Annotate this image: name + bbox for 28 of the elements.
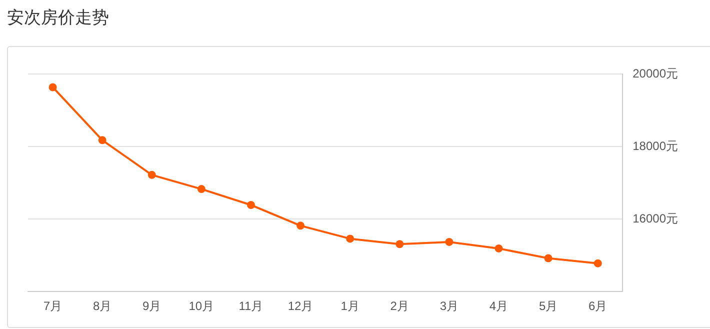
- x-tick-label: 6月: [588, 299, 608, 314]
- chart-title: 安次房价走势: [7, 7, 109, 29]
- x-tick-label: 8月: [92, 299, 112, 314]
- x-tick-label: 4月: [489, 299, 508, 314]
- point: [296, 222, 305, 230]
- point: [445, 238, 454, 246]
- y-tick-label: 20000元: [632, 66, 678, 81]
- x-tick-label: 12月: [288, 299, 314, 314]
- point: [346, 234, 354, 243]
- y-tick-label: 18000元: [632, 138, 678, 153]
- x-tick-label: 9月: [142, 299, 162, 314]
- x-tick-label: 2月: [390, 299, 409, 314]
- point: [494, 244, 503, 252]
- point: [396, 240, 404, 248]
- point: [48, 83, 57, 92]
- x-tick-label: 11月: [238, 299, 264, 314]
- point: [544, 254, 552, 262]
- point: [98, 136, 106, 144]
- x-tick-label: 1月: [340, 299, 360, 314]
- y-tick-label: 16000元: [632, 211, 678, 226]
- x-tick-label: 7月: [43, 299, 62, 314]
- x-tick-label: 5月: [538, 299, 558, 314]
- point: [246, 201, 255, 210]
- point: [197, 185, 206, 194]
- x-tick-label: 10月: [188, 299, 214, 314]
- point: [594, 259, 602, 268]
- point: [148, 170, 156, 179]
- x-tick-label: 3月: [440, 299, 459, 314]
